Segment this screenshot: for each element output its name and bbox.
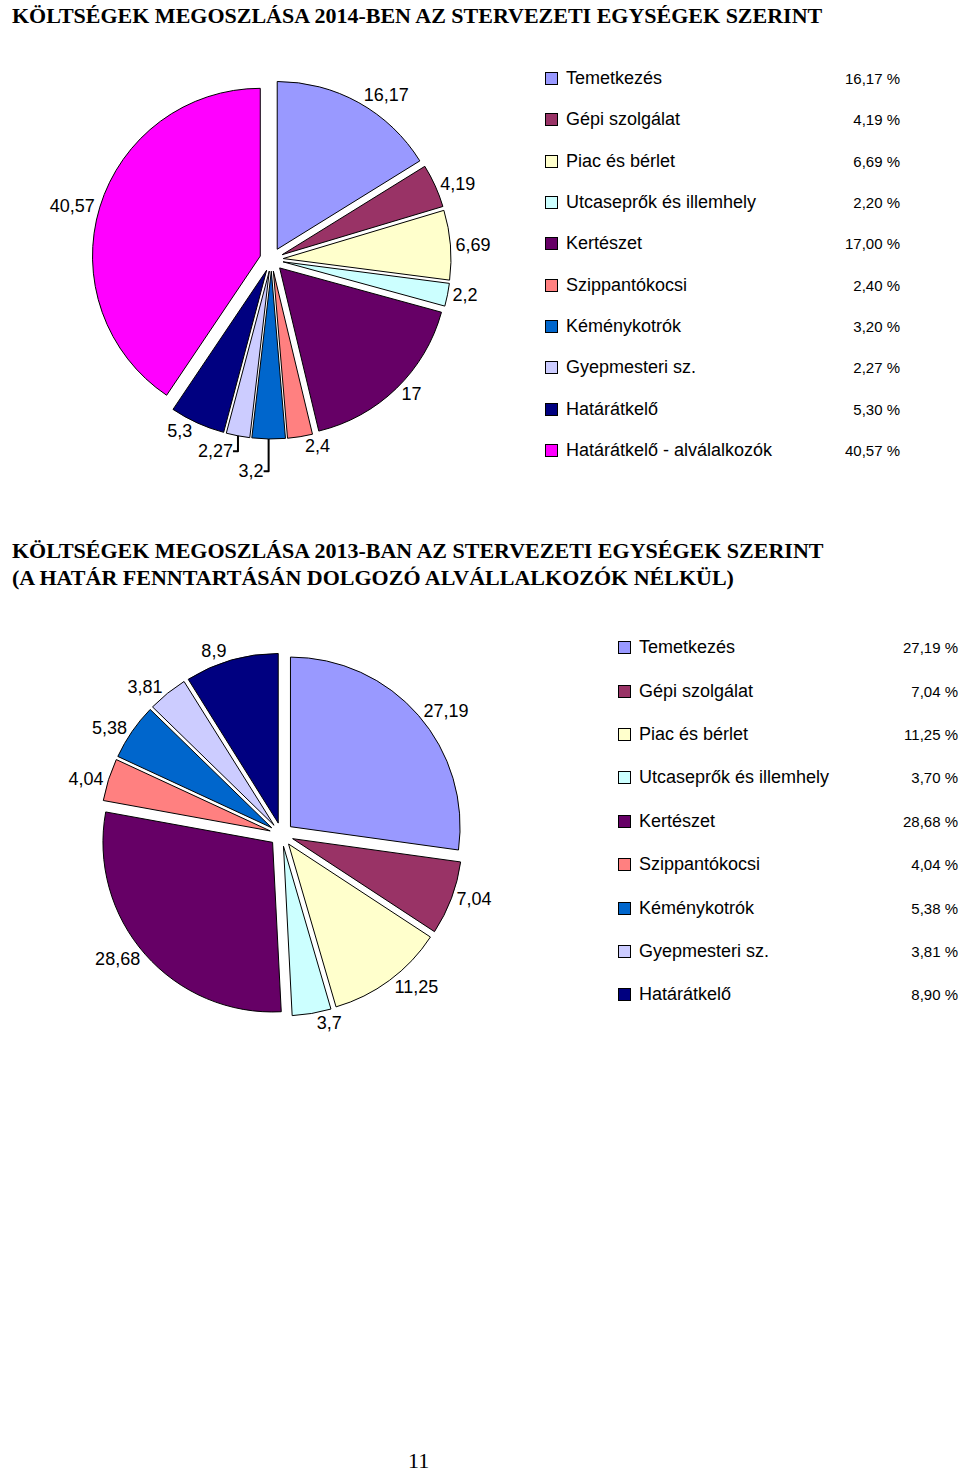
html-text:11: 11 — [408, 1448, 430, 1473]
svg-text:16,17: 16,17 — [364, 85, 409, 105]
svg-text:28,68: 28,68 — [95, 949, 140, 969]
html-text:2,27 %: 2,27 % — [853, 359, 900, 377]
html-text:40,57 %: 40,57 % — [845, 441, 900, 459]
svg-text:40,57: 40,57 — [50, 196, 95, 216]
svg-text:2,4: 2,4 — [305, 436, 330, 456]
html-text:Temetkezés: Temetkezés — [566, 68, 662, 89]
html-text:Szippantókocsi: Szippantókocsi — [566, 274, 688, 295]
html-text:6,69 %: 6,69 % — [853, 152, 900, 170]
html-text:3,70 %: 3,70 % — [911, 769, 958, 787]
html-text:Gyepmesteri sz.: Gyepmesteri sz. — [566, 357, 696, 378]
svg-text:8,9: 8,9 — [201, 641, 226, 661]
html-text:KÖLTSÉGEK MEGOSZLÁSA 2014-BEN: KÖLTSÉGEK MEGOSZLÁSA 2014-BEN AZ STERVEZ… — [12, 3, 823, 28]
html-text:28,68 %: 28,68 % — [903, 812, 958, 830]
svg-text:3,2: 3,2 — [239, 461, 264, 481]
svg-text:4,19: 4,19 — [440, 174, 475, 194]
svg-text:3,7: 3,7 — [317, 1013, 342, 1033]
html-text:8,90 %: 8,90 % — [911, 986, 958, 1004]
svg-text:27,19: 27,19 — [423, 701, 468, 721]
html-text:Kertészet: Kertészet — [566, 233, 642, 254]
html-text:Utcaseprők és illemhely: Utcaseprők és illemhely — [566, 192, 757, 212]
html-text:Szippantókocsi: Szippantókocsi — [639, 854, 761, 875]
html-text:5,30 %: 5,30 % — [853, 400, 900, 418]
svg-text:6,69: 6,69 — [455, 235, 490, 255]
html-text:7,04 %: 7,04 % — [911, 682, 958, 700]
html-text:11,25 %: 11,25 % — [904, 726, 958, 743]
html-text:Kéménykotrók: Kéménykotrók — [639, 897, 755, 918]
html-text:Gyepmesteri sz.: Gyepmesteri sz. — [639, 940, 769, 961]
html-text:Gépi szolgálat: Gépi szolgálat — [639, 680, 754, 701]
html-text:27,19 %: 27,19 % — [903, 639, 958, 657]
html-text:Gépi szolgálat: Gépi szolgálat — [566, 109, 681, 130]
svg-text:5,3: 5,3 — [167, 421, 192, 441]
html-text:16,17 %: 16,17 % — [845, 70, 900, 88]
html-text:Piac és bérlet: Piac és bérlet — [566, 150, 676, 171]
html-text:2,40 %: 2,40 % — [853, 276, 900, 294]
html-text:Határátkelő - alválalkozók: Határátkelő - alválalkozók — [566, 439, 773, 460]
svg-text:2,2: 2,2 — [452, 285, 477, 305]
html-text:17,00 %: 17,00 % — [845, 235, 900, 253]
html-text:(A HATÁR FENNTARTÁSÁN DOLGOZÓ: (A HATÁR FENNTARTÁSÁN DOLGOZÓ ALVÁLLALKO… — [12, 565, 734, 590]
html-text:3,20 %: 3,20 % — [853, 317, 900, 335]
svg-text:4,04: 4,04 — [68, 769, 103, 789]
html-text:4,19 %: 4,19 % — [853, 111, 900, 129]
html-text:Határátkelő: Határátkelő — [639, 984, 732, 1005]
html-text:2,20 %: 2,20 % — [853, 194, 900, 211]
svg-text:7,04: 7,04 — [456, 889, 491, 909]
svg-text:5,38: 5,38 — [92, 718, 127, 738]
svg-text:3,81: 3,81 — [127, 677, 162, 697]
svg-text:17: 17 — [401, 384, 421, 404]
html-text:3,81 %: 3,81 % — [911, 942, 958, 960]
svg-text:2,27: 2,27 — [198, 441, 233, 461]
html-text:Utcaseprők és illemhely: Utcaseprők és illemhely — [639, 767, 830, 788]
html-text:Kertészet: Kertészet — [639, 810, 715, 831]
html-text:Kéménykotrók: Kéménykotrók — [566, 315, 682, 336]
html-text:Piac és bérlet: Piac és bérlet — [639, 724, 749, 744]
svg-text:11,25: 11,25 — [394, 977, 438, 997]
html-text:5,38 %: 5,38 % — [911, 899, 958, 917]
html-text:4,04 %: 4,04 % — [911, 856, 958, 874]
html-text:Temetkezés: Temetkezés — [639, 637, 735, 658]
html-text:Határátkelő: Határátkelő — [566, 398, 659, 419]
html-text:KÖLTSÉGEK MEGOSZLÁSA 2013-BAN: KÖLTSÉGEK MEGOSZLÁSA 2013-BAN AZ STERVEZ… — [12, 538, 824, 563]
